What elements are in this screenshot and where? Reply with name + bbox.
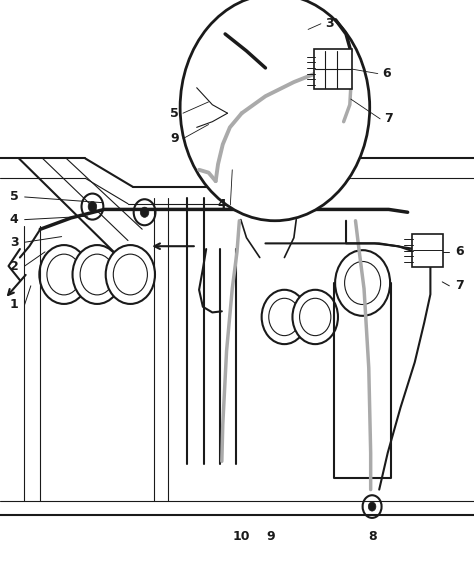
Text: 5: 5 [10, 191, 18, 203]
Text: 4: 4 [10, 213, 18, 226]
Text: 3: 3 [10, 236, 18, 248]
Circle shape [88, 201, 97, 212]
FancyBboxPatch shape [314, 49, 352, 89]
Circle shape [134, 199, 155, 225]
Text: 1: 1 [10, 298, 18, 311]
Circle shape [335, 250, 390, 316]
Text: 2: 2 [10, 260, 18, 272]
Text: 10: 10 [233, 530, 250, 543]
Text: 9: 9 [267, 530, 275, 543]
Circle shape [368, 502, 376, 511]
Circle shape [82, 194, 103, 220]
Text: 3: 3 [325, 18, 334, 30]
Text: 6: 6 [382, 67, 391, 80]
FancyBboxPatch shape [412, 234, 443, 267]
Text: 5: 5 [170, 107, 179, 119]
Text: 6: 6 [456, 246, 464, 258]
Text: 7: 7 [456, 280, 464, 292]
Circle shape [180, 0, 370, 221]
Circle shape [262, 290, 307, 344]
Text: 8: 8 [368, 530, 376, 543]
Circle shape [106, 245, 155, 304]
Text: 9: 9 [170, 132, 179, 145]
Text: 7: 7 [384, 113, 393, 125]
Circle shape [140, 207, 149, 217]
Text: 4: 4 [218, 199, 226, 211]
Circle shape [73, 245, 122, 304]
Circle shape [39, 245, 89, 304]
Circle shape [292, 290, 338, 344]
Circle shape [363, 495, 382, 518]
